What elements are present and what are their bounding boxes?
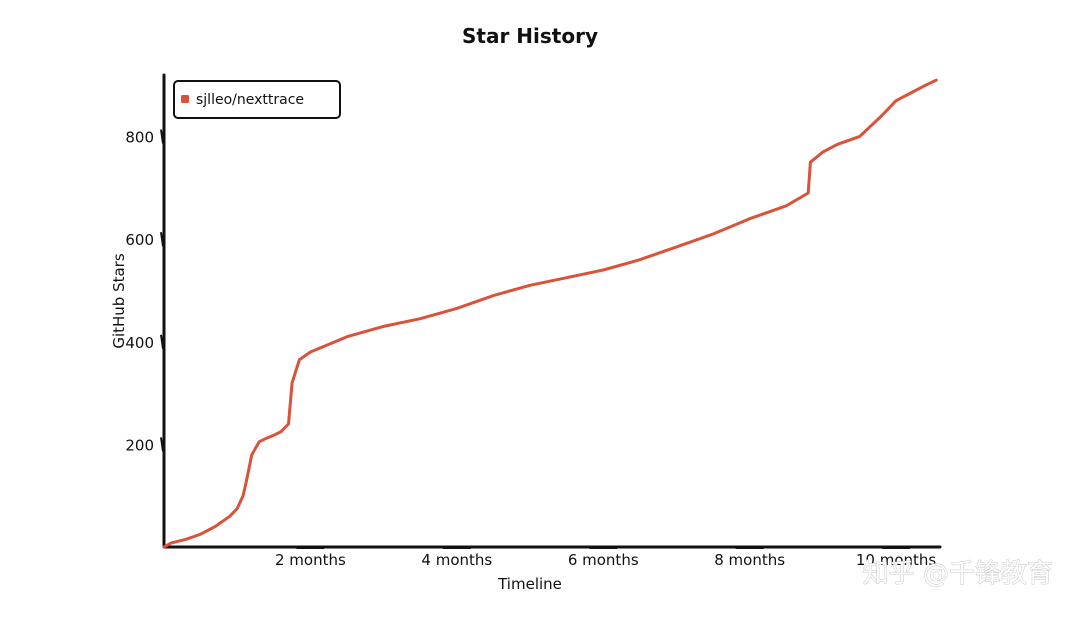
y-ticks: 200 400 600 800: [125, 129, 164, 454]
y-axis-label: GitHub Stars: [110, 253, 128, 349]
x-axis-label: Timeline: [497, 575, 562, 593]
series-line: [162, 78, 938, 549]
x-tick-label: 8 months: [714, 551, 785, 569]
y-tick-label: 800: [125, 129, 154, 147]
watermark-text: 知乎 @千锋教育: [863, 559, 1053, 589]
y-tick-mark: [160, 129, 164, 144]
y-tick-mark: [160, 437, 164, 452]
x-tick-label: 4 months: [421, 551, 492, 569]
y-tick-label: 400: [125, 334, 154, 352]
x-ticks: 2 months 4 months 6 months 8 months 10 month…: [275, 547, 937, 569]
x-tick-label: 10 months: [856, 551, 937, 569]
legend-label: sjlleo/nexttrace: [196, 92, 304, 108]
legend-box: [173, 80, 341, 119]
x-tick-label: 6 months: [568, 551, 639, 569]
y-tick-label: 200: [125, 436, 154, 454]
y-tick-mark: [160, 334, 164, 349]
x-tick-label: 2 months: [275, 551, 346, 569]
legend: sjlleo/nexttrace: [173, 80, 341, 119]
y-tick-mark: [160, 232, 164, 247]
chart-title: Star History: [462, 24, 598, 48]
legend-swatch: [181, 95, 189, 103]
y-tick-label: 600: [125, 231, 154, 249]
series-layer: [162, 78, 938, 549]
